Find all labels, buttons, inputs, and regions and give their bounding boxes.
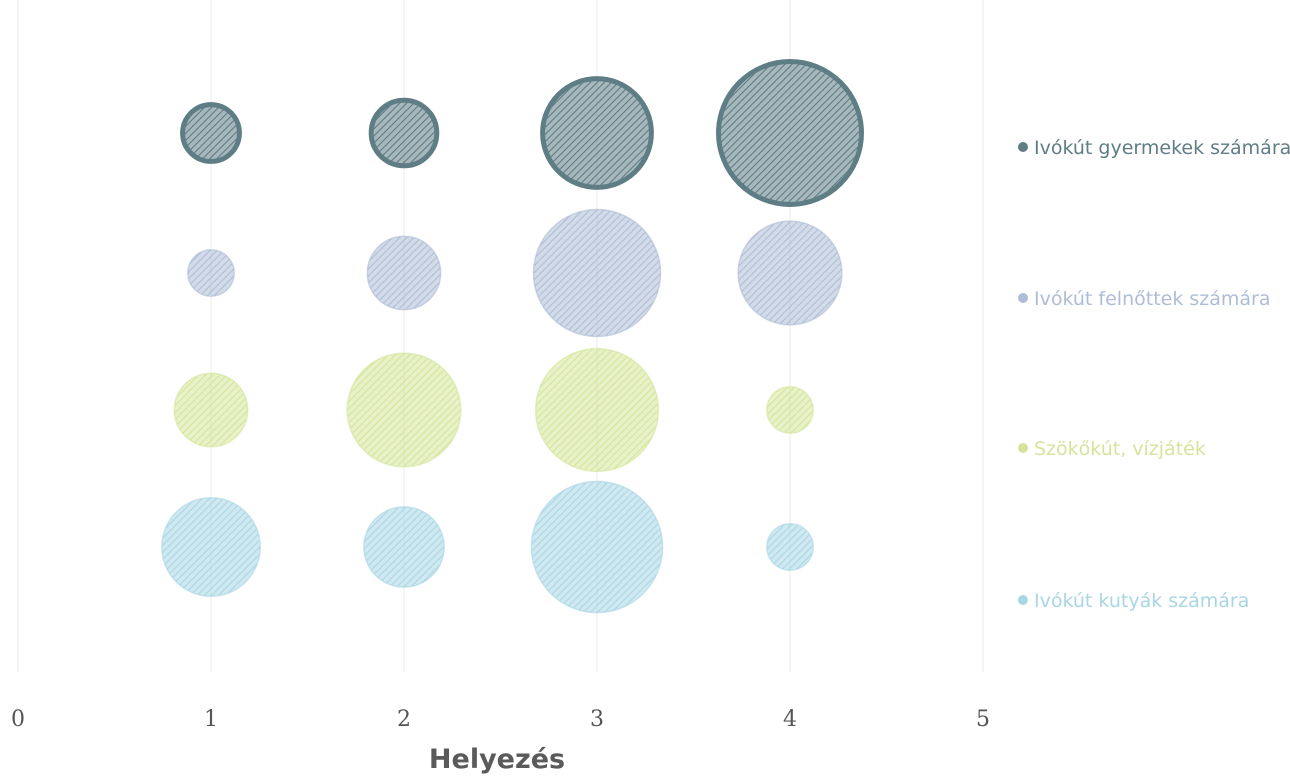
- legend-marker: [1018, 142, 1028, 152]
- bubble-series-4-x4: [767, 524, 813, 570]
- legend-marker: [1018, 595, 1028, 605]
- legend-label: Ivókút felnőttek számára: [1034, 288, 1271, 310]
- bubble-series-2-x2: [367, 236, 440, 309]
- x-tick-label: 5: [976, 707, 990, 732]
- legend-label: Ivókút kutyák számára: [1034, 590, 1249, 612]
- x-tick-label: 0: [11, 707, 25, 732]
- bubble-series-4-x2: [364, 507, 444, 587]
- legend-item: Szökőkút, vízjáték: [1018, 438, 1206, 460]
- legend-item: Ivókút kutyák számára: [1018, 590, 1249, 612]
- bubble-series-1-x2: [371, 100, 437, 166]
- legend-item: Ivókút felnőttek számára: [1018, 288, 1271, 310]
- bubble-series-2-x3: [533, 209, 660, 336]
- bubble-series-3-x1: [174, 373, 247, 446]
- bubble-series-4-x1: [162, 498, 260, 596]
- bubble-series-3-x4: [767, 387, 813, 433]
- bubble-series-4-x3: [531, 481, 662, 612]
- x-tick-label: 2: [397, 707, 411, 732]
- legend-item: Ivókút gyermekek számára: [1018, 137, 1290, 159]
- bubbles: [162, 62, 862, 613]
- legend: Ivókút gyermekek számára Ivókút felnőttek…: [1018, 137, 1290, 612]
- legend-marker: [1018, 443, 1028, 453]
- x-axis-label: Helyezés: [429, 744, 565, 775]
- bubble-series-3-x3: [536, 349, 659, 472]
- x-axis-ticks: 0 1 2 3 4 5: [11, 707, 990, 732]
- x-tick-label: 1: [204, 707, 218, 732]
- bubble-series-2-x1: [188, 250, 234, 296]
- bubble-series-1-x4: [719, 62, 862, 205]
- legend-label: Ivókút gyermekek számára: [1034, 137, 1290, 159]
- legend-label: Szökőkút, vízjáték: [1034, 438, 1206, 460]
- bubble-series-2-x4: [738, 221, 842, 325]
- bubble-series-1-x1: [183, 105, 240, 162]
- x-tick-label: 3: [590, 707, 604, 732]
- bubble-series-1-x3: [543, 79, 652, 188]
- x-tick-label: 4: [783, 707, 797, 732]
- legend-marker: [1018, 293, 1028, 303]
- bubble-series-3-x2: [347, 353, 461, 467]
